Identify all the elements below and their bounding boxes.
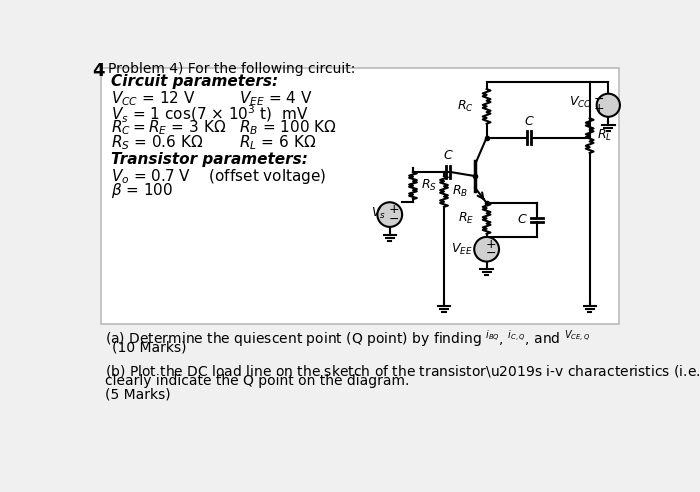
Text: (10 Marks): (10 Marks) <box>112 341 187 355</box>
Text: Transistor parameters:: Transistor parameters: <box>111 152 307 167</box>
Text: (5 Marks): (5 Marks) <box>104 387 170 401</box>
Text: $V_{CC}$ = 12 V: $V_{CC}$ = 12 V <box>111 89 195 108</box>
Text: C: C <box>525 115 533 127</box>
Text: +: + <box>389 204 399 216</box>
Text: (b) Plot the DC load line on the sketch of the transistor\u2019s i-v characteris: (b) Plot the DC load line on the sketch … <box>104 361 700 381</box>
Text: C: C <box>517 214 526 226</box>
Text: $\beta$ = 100: $\beta$ = 100 <box>111 182 173 200</box>
Text: $V_{EE}$: $V_{EE}$ <box>451 242 473 257</box>
Circle shape <box>596 93 620 117</box>
Text: clearly indicate the Q point on the diagram.: clearly indicate the Q point on the diag… <box>104 374 409 388</box>
Text: −: − <box>485 247 496 260</box>
Text: +: + <box>594 102 604 115</box>
Text: $R_B$: $R_B$ <box>452 184 468 199</box>
FancyBboxPatch shape <box>102 68 619 324</box>
Text: $V_s$ = 1 cos(7 × 10$^3$ t)  mV: $V_s$ = 1 cos(7 × 10$^3$ t) mV <box>111 104 309 125</box>
Text: (a) Determine the quiescent point (Q point) by finding $^{i_{BQ}}$, $^{i_{C,Q}}$: (a) Determine the quiescent point (Q poi… <box>104 328 590 349</box>
Text: C: C <box>444 149 452 162</box>
Text: 4: 4 <box>92 62 105 80</box>
Circle shape <box>474 237 499 262</box>
Text: −: − <box>389 213 399 226</box>
Text: $V_s$: $V_s$ <box>371 206 386 220</box>
Text: $V_{CC}$: $V_{CC}$ <box>568 95 592 111</box>
Text: Problem 4) For the following circuit:: Problem 4) For the following circuit: <box>108 62 355 76</box>
Text: $R_C$: $R_C$ <box>458 99 474 114</box>
Circle shape <box>377 202 402 227</box>
Text: $R_B$ = 100 KΩ: $R_B$ = 100 KΩ <box>239 119 337 137</box>
Text: −: − <box>594 92 604 106</box>
Text: $R_C = R_E$ = 3 KΩ: $R_C = R_E$ = 3 KΩ <box>111 119 226 137</box>
Text: $R_S$: $R_S$ <box>421 178 437 193</box>
Text: $R_L$: $R_L$ <box>598 128 612 143</box>
Text: $V_o$ = 0.7 V    (offset voltage): $V_o$ = 0.7 V (offset voltage) <box>111 167 326 186</box>
Text: Circuit parameters:: Circuit parameters: <box>111 74 278 90</box>
Text: $R_E$: $R_E$ <box>458 211 474 226</box>
Text: +: + <box>485 238 496 251</box>
Text: $R_L$ = 6 KΩ: $R_L$ = 6 KΩ <box>239 133 316 152</box>
Text: $V_{EE}$ = 4 V: $V_{EE}$ = 4 V <box>239 89 312 108</box>
Text: $R_S$ = 0.6 KΩ: $R_S$ = 0.6 KΩ <box>111 133 203 152</box>
